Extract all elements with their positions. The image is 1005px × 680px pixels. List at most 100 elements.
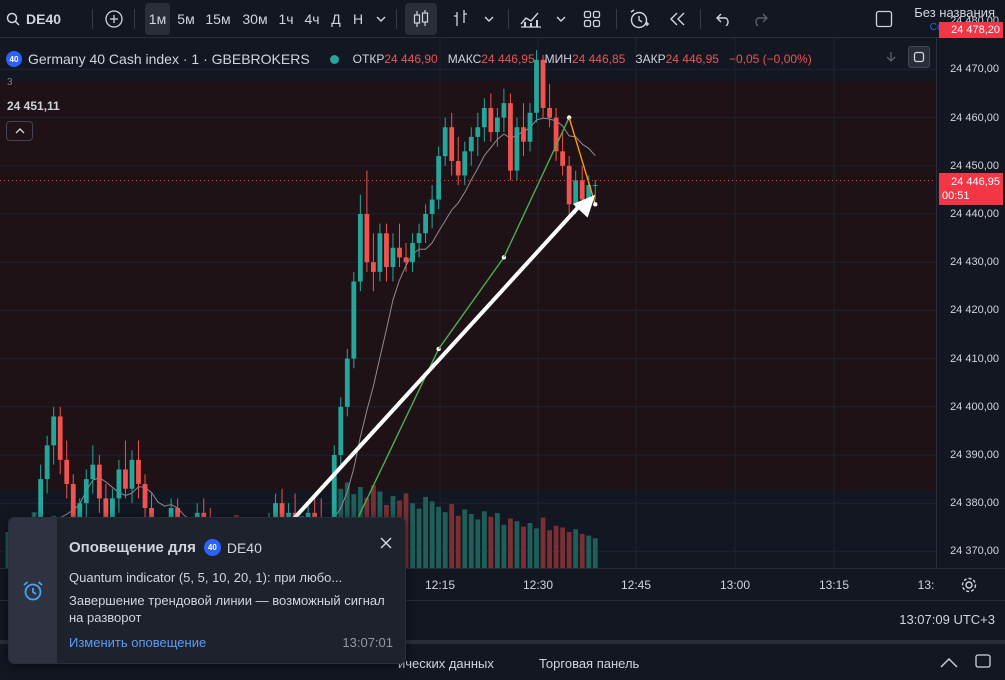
gear-icon [961, 577, 977, 593]
candle-body [429, 199, 435, 214]
edit-alert-link[interactable]: Изменить оповещение [69, 635, 207, 650]
interval-1m[interactable]: 1м [145, 3, 170, 35]
price-label: 24 460,00 [950, 111, 999, 124]
change-value: −0,05 (−0,00%) [728, 52, 812, 66]
price-label: 24 470,00 [950, 63, 999, 76]
replay-button[interactable] [664, 0, 692, 38]
interval-15m[interactable]: 15м [205, 11, 231, 27]
close-label: ЗАКР [635, 52, 666, 66]
compare-add-button[interactable] [101, 0, 127, 38]
volume-bar [579, 533, 585, 568]
candles-chart-type-button[interactable] [405, 3, 437, 35]
chart-pane[interactable] [0, 38, 1005, 568]
candle-body [501, 103, 507, 118]
chevron-down-icon [484, 16, 494, 22]
interval-5m[interactable]: 5м [177, 11, 195, 27]
interval-4h[interactable]: 4ч [304, 11, 320, 27]
candle-body [338, 406, 344, 455]
candle-body [123, 469, 128, 489]
tab-historical-data[interactable]: ических данных [398, 656, 494, 671]
market-open-indicator [329, 54, 339, 64]
indicators-button[interactable] [516, 0, 546, 38]
undo-button[interactable] [710, 0, 738, 38]
indicators-dropdown-button[interactable] [552, 0, 570, 38]
redo-button[interactable] [746, 0, 774, 38]
collapse-panel-button[interactable] [940, 656, 958, 671]
layout-checkbox[interactable] [872, 0, 896, 38]
candle-body [103, 498, 109, 523]
volume-bar [481, 511, 487, 568]
alert-title-text: Оповещение для [69, 539, 196, 556]
candle-body [384, 233, 389, 268]
interval-day[interactable]: Д [331, 11, 341, 27]
bar-style-button[interactable] [448, 0, 472, 38]
candle-body [442, 127, 448, 157]
maximize-panel-button[interactable] [975, 654, 991, 671]
alert-message: Завершение трендовой линии — возможный с… [69, 593, 385, 625]
candle-body [331, 455, 337, 542]
chevron-up-icon [15, 128, 24, 134]
layouts-button[interactable] [578, 0, 606, 38]
volume-bar [494, 513, 500, 568]
alert-button[interactable] [624, 0, 654, 38]
collapse-legend-button[interactable] [6, 121, 33, 141]
pane-maximize-button[interactable] [908, 46, 930, 68]
arrow-down-icon [886, 52, 896, 62]
low-label: МИН [544, 52, 572, 66]
interval-week[interactable]: Н [352, 11, 364, 27]
interval-30m[interactable]: 30м [242, 11, 268, 27]
candle-body [527, 112, 533, 142]
candle-body [129, 459, 135, 489]
candle-body [566, 165, 572, 205]
candle-body [90, 464, 96, 480]
candle-countdown: 00:51 [942, 189, 970, 202]
separator [396, 9, 397, 29]
candle-body [449, 127, 455, 161]
time-label: 12:15 [424, 578, 456, 592]
top-toolbar: DE40 1м 5м 15м 30м 1ч 4ч Д Н [0, 0, 1005, 38]
candle-body [462, 151, 468, 176]
candle-body [547, 107, 552, 118]
candle-body [344, 358, 350, 407]
grid-lines [0, 38, 936, 568]
alert-time: 13:07:01 [342, 635, 393, 650]
volume-bar [501, 524, 507, 568]
candle-body [521, 127, 526, 142]
ohlc-values: ОТКР24 446,90 МАКС24 446,95 МИН24 446,85… [353, 52, 812, 66]
separator [134, 9, 135, 29]
symbol-search[interactable]: DE40 [6, 0, 66, 38]
separator [92, 9, 93, 29]
candle-body [83, 479, 89, 504]
symbol-badge: 40 [6, 51, 22, 67]
volume-bar [586, 535, 592, 568]
alarm-clock-plus-icon [630, 9, 649, 29]
tab-trading-panel[interactable]: Торговая панель [539, 656, 640, 671]
candle-body [142, 483, 148, 509]
volume-bar [455, 515, 461, 568]
timezone-clock[interactable]: 13:07:09 UTC+3 [899, 612, 995, 627]
price-label: 24 420,00 [950, 304, 999, 317]
bars-icon [454, 10, 467, 26]
arrow-head [573, 194, 596, 218]
symbol-title[interactable]: Germany 40 Cash index · 1 · GBEBROKERS [28, 51, 310, 67]
chart-type-dropdown-button[interactable] [479, 0, 499, 38]
volume-bar [573, 529, 579, 568]
close-alert-button[interactable] [377, 534, 395, 552]
candle-body [390, 247, 396, 268]
volume-bar [540, 517, 546, 568]
open-value: 24 446,90 [384, 52, 438, 66]
time-label: 13: [917, 578, 935, 592]
chart-legend: 40 Germany 40 Cash index · 1 · GBEBROKER… [6, 48, 812, 70]
alert-notification[interactable]: Оповещение для 40 DE40 Quantum indicator… [8, 517, 406, 664]
interval-1h[interactable]: 1ч [278, 11, 294, 27]
candle-body [508, 103, 513, 171]
pane-number: 3 [7, 77, 13, 88]
volume-bar [429, 501, 435, 568]
volume-bar [403, 493, 409, 568]
pane-down-button[interactable] [880, 46, 902, 68]
close-icon [380, 537, 392, 549]
interval-dropdown-button[interactable] [372, 0, 390, 38]
candle-body [397, 247, 402, 258]
axis-settings-button[interactable] [960, 576, 978, 597]
